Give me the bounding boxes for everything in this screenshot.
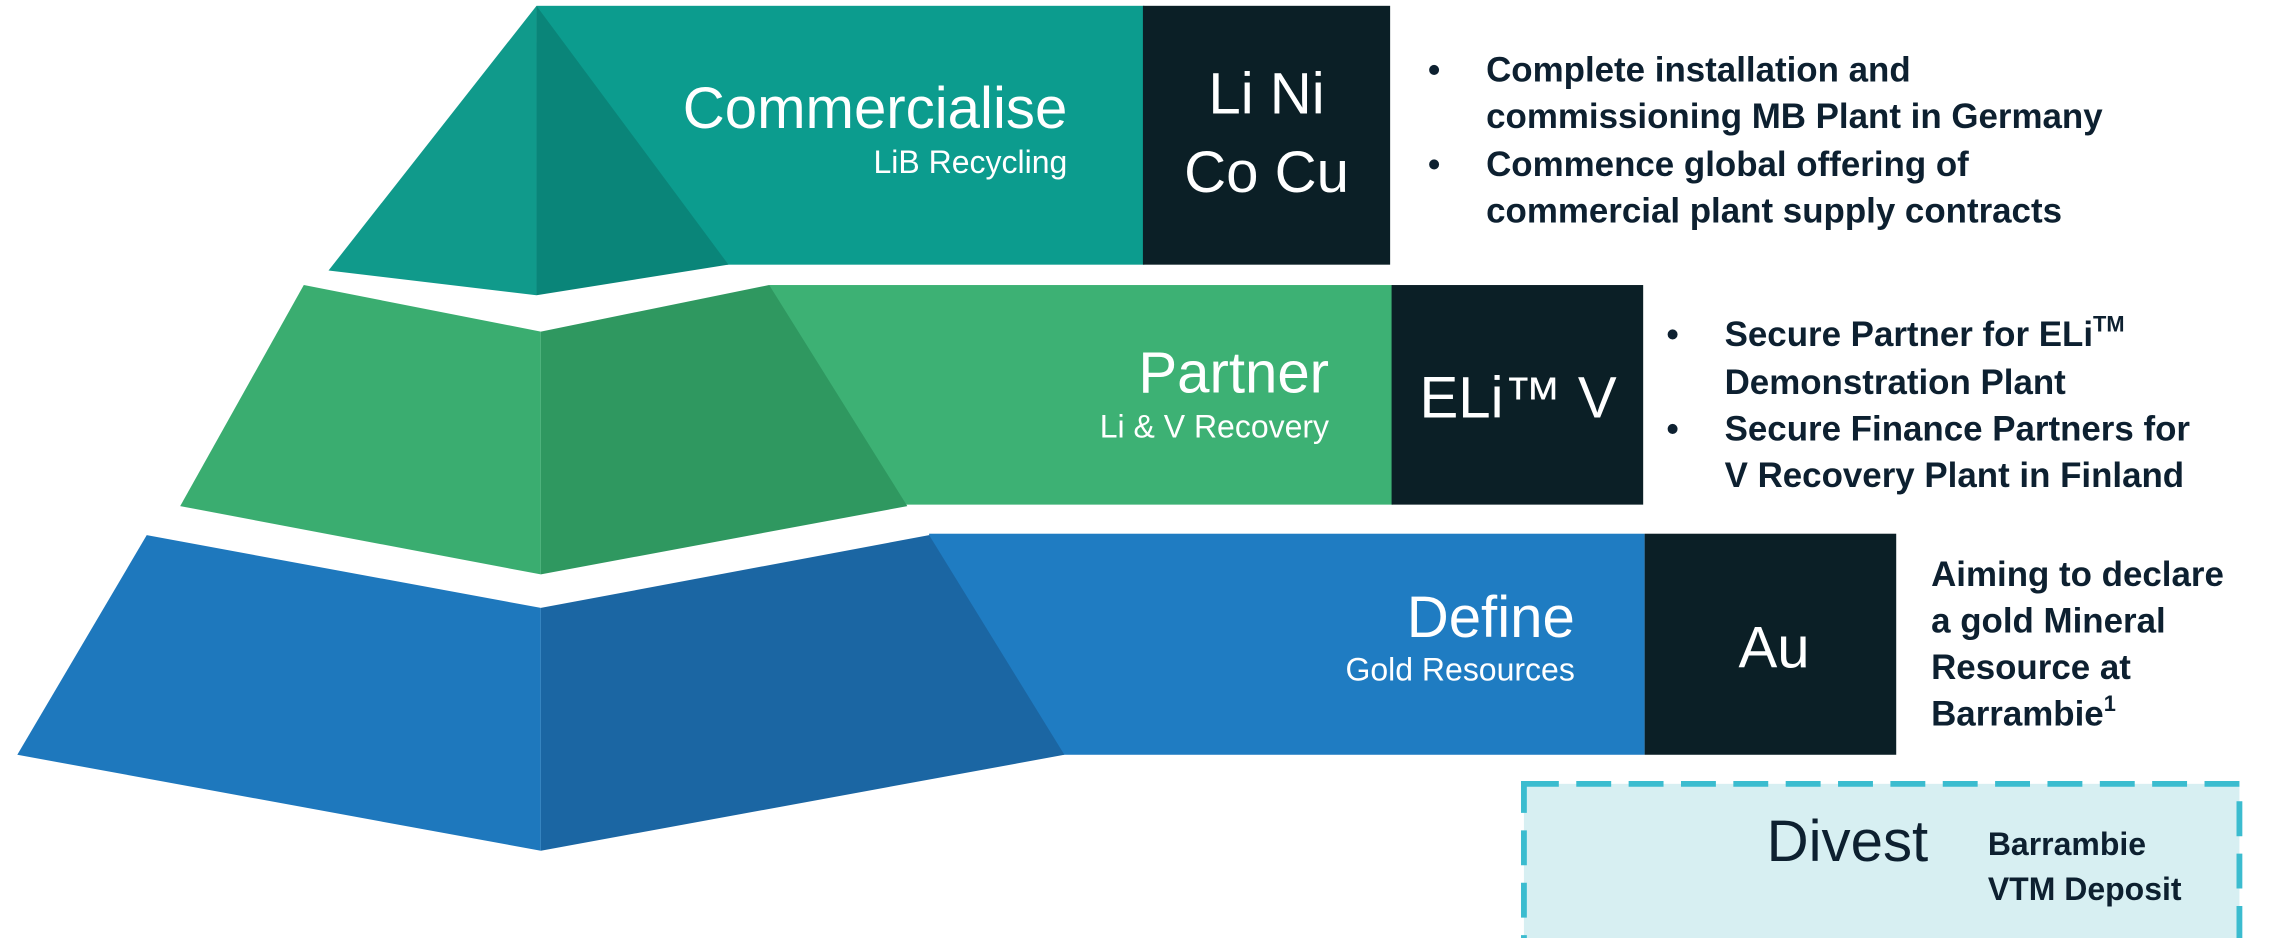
bullet-dot: • — [1428, 50, 1440, 89]
pyramid-face — [180, 285, 541, 575]
bullet-dot: • — [1666, 410, 1678, 449]
element-label: Au — [1738, 616, 1809, 681]
pyramid-face — [540, 285, 908, 575]
divest-title: Divest — [1767, 809, 1929, 874]
divest-text: VTM Deposit — [1988, 871, 2182, 907]
bullet-dot: • — [1666, 315, 1678, 354]
tier-subtitle: Gold Resources — [1345, 652, 1574, 688]
tier-title: Partner — [1138, 341, 1329, 406]
bullet-text: Secure Partner for ELiTM — [1725, 312, 2125, 355]
bullet-text: Secure Finance Partners for — [1725, 410, 2191, 449]
tier-title: Define — [1407, 585, 1575, 650]
element-box — [1644, 533, 1897, 755]
statement-text: Resource at — [1931, 648, 2131, 687]
superscript: TM — [2093, 312, 2124, 337]
divest-text: Barrambie — [1988, 826, 2146, 862]
superscript: 1 — [2104, 691, 2116, 716]
element-label: Li Ni — [1208, 61, 1324, 126]
tier-title: Commercialise — [683, 76, 1068, 141]
bullet-text: V Recovery Plant in Finland — [1725, 456, 2185, 495]
pyramid-face — [536, 5, 729, 296]
pyramid-face — [328, 5, 537, 296]
bullet-text: Complete installation and — [1486, 50, 1911, 89]
bullet-text: Demonstration Plant — [1725, 363, 2067, 402]
bullet-dot: • — [1428, 145, 1440, 184]
tier-band — [929, 533, 1645, 755]
bullet-text: Commence global offering of — [1486, 145, 1969, 184]
pyramid-face — [17, 535, 541, 851]
statement-text: a gold Mineral — [1931, 602, 2166, 641]
statement-text-part: Barrambie — [1931, 695, 2104, 734]
statement-text: Aiming to declare — [1931, 555, 2224, 594]
tier-subtitle: LiB Recycling — [874, 144, 1068, 180]
bullet-text: commercial plant supply contracts — [1486, 192, 2062, 231]
pyramid-face — [540, 535, 1065, 851]
element-box — [1391, 285, 1644, 505]
statement-text: Barrambie1 — [1931, 691, 2116, 734]
element-label: Co Cu — [1184, 140, 1349, 205]
divest-box — [1521, 780, 2243, 938]
element-label: ELi™ V — [1420, 365, 1617, 430]
bullet-text-part: Secure Partner for ELi — [1725, 315, 2093, 354]
tier-subtitle: Li & V Recovery — [1100, 409, 1329, 445]
element-box — [1142, 5, 1391, 265]
bullet-text: commissioning MB Plant in Germany — [1486, 97, 2103, 136]
